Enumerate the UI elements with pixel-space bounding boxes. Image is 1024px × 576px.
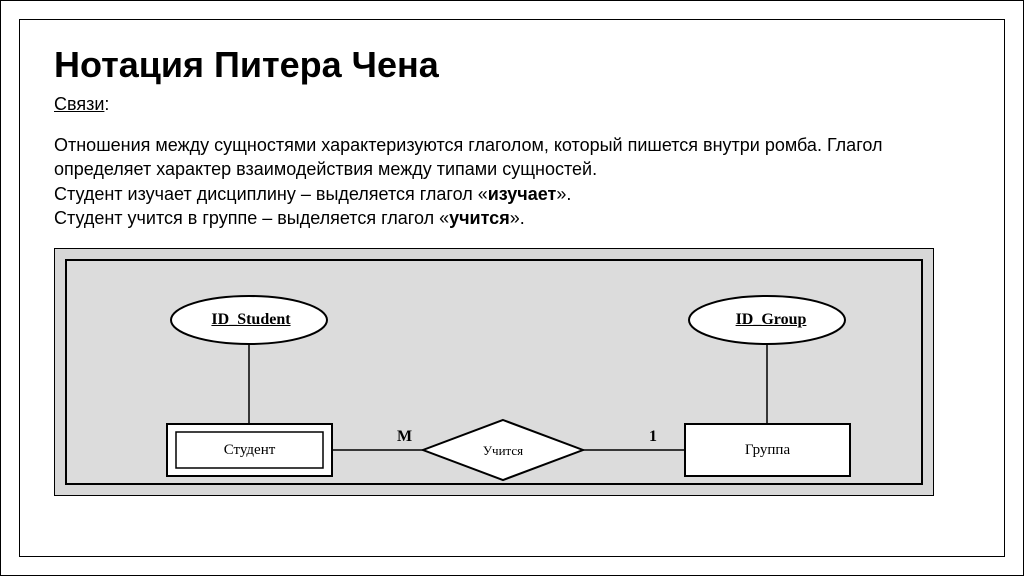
- er-diagram: ID_Student ID_Group Студент Группа Учитс…: [54, 248, 934, 496]
- cardinality-1: 1: [649, 428, 657, 446]
- slide-inner: Нотация Питера Чена Связи: Отношения меж…: [19, 19, 1005, 557]
- para-line2a: Студент изучает дисциплину – выделяется …: [54, 184, 488, 204]
- para-line3a: Студент учится в группе – выделяется гла…: [54, 208, 449, 228]
- er-diagram-inner: ID_Student ID_Group Студент Группа Учитс…: [65, 259, 923, 485]
- cardinality-m: M: [397, 428, 412, 446]
- slide-frame: Нотация Питера Чена Связи: Отношения меж…: [0, 0, 1024, 576]
- body-paragraph: Отношения между сущностями характеризуют…: [54, 133, 970, 230]
- attr-right-label: ID_Group: [721, 311, 821, 329]
- page-title: Нотация Питера Чена: [54, 44, 970, 86]
- entity-left-label: Студент: [167, 442, 332, 459]
- entity-right-label: Группа: [685, 442, 850, 459]
- para-line2c: ».: [556, 184, 571, 204]
- para-line1: Отношения между сущностями характеризуют…: [54, 135, 882, 179]
- subhead: Связи: [54, 94, 104, 115]
- relationship-label: Учится: [463, 443, 543, 459]
- attr-left-label: ID_Student: [201, 311, 301, 329]
- subhead-row: Связи:: [54, 94, 970, 133]
- para-line3-bold: учится: [449, 208, 510, 228]
- para-line3c: ».: [510, 208, 525, 228]
- para-line2-bold: изучает: [488, 184, 557, 204]
- subhead-colon: :: [104, 94, 109, 114]
